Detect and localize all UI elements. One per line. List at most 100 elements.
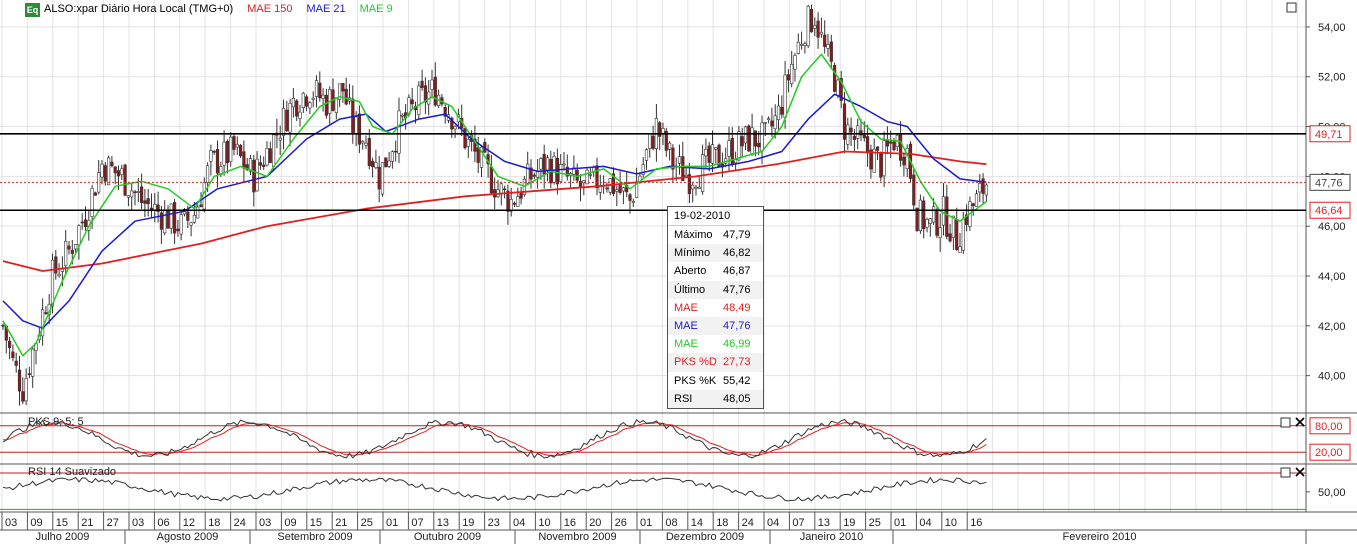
tooltip-label: PKS %D	[674, 356, 717, 369]
candle-body	[641, 164, 645, 175]
x-day-label: 16	[564, 517, 576, 529]
tooltip-row: Máximo 47,79	[668, 226, 763, 244]
candle-body	[931, 206, 936, 223]
candle-body	[50, 259, 55, 307]
candle-body	[912, 174, 916, 206]
candle-body	[245, 164, 249, 171]
tooltip-label: PKS %K	[674, 374, 717, 387]
candle-body	[374, 162, 378, 169]
candle-body	[691, 184, 695, 190]
candle-body	[206, 165, 210, 183]
candle-body	[898, 133, 903, 161]
tooltip-label: Máximo	[674, 229, 713, 242]
candle-body	[301, 92, 305, 108]
stoch-title[interactable]: PKS 9; 5; 5	[28, 416, 84, 428]
candle-body	[839, 78, 843, 101]
candle-body	[222, 141, 226, 166]
candle-body	[856, 125, 860, 139]
candle-body	[585, 169, 589, 185]
candle-body	[262, 164, 266, 167]
candle-body	[202, 182, 206, 210]
x-day-label: 03	[259, 517, 271, 529]
x-month-label: Setembro 2009	[277, 531, 352, 543]
candle-body	[67, 245, 71, 250]
candle-body	[816, 20, 820, 38]
candle-body	[113, 166, 117, 174]
candle-body	[740, 136, 744, 147]
candle-body	[743, 126, 748, 144]
candle-body	[648, 133, 652, 149]
candle-body	[542, 153, 546, 175]
candle-body	[526, 163, 530, 184]
tooltip-row: Mínimo 46,82	[668, 244, 763, 263]
candle-body	[423, 85, 428, 103]
x-day-label: 12	[183, 517, 195, 529]
candle-body	[337, 83, 342, 100]
candle-body	[90, 187, 94, 217]
candle-body	[196, 206, 200, 219]
mae9-label[interactable]: MAE 9	[359, 3, 393, 15]
candle-body	[730, 137, 734, 164]
candle-body	[677, 156, 682, 164]
candle-body	[516, 196, 520, 207]
candle-body	[11, 351, 15, 358]
candle-body	[394, 150, 398, 153]
candle-body	[311, 97, 315, 100]
candle-body	[453, 126, 457, 130]
candle-body	[133, 191, 137, 194]
candle-body	[229, 136, 233, 163]
candle-body	[166, 209, 170, 229]
x-day-label: 19	[843, 517, 855, 529]
candle-body	[819, 31, 823, 35]
candle-body	[823, 34, 827, 47]
candle-body	[173, 202, 177, 234]
last-price-badge-box	[1309, 173, 1351, 191]
candle-body	[813, 25, 817, 29]
x-month-label: Agosto 2009	[157, 531, 219, 543]
candle-body	[671, 147, 675, 170]
candle-body	[803, 43, 807, 47]
candle-body	[268, 148, 272, 163]
candle-body	[796, 41, 800, 54]
eq-badge[interactable]: Eq	[25, 3, 40, 17]
candle-body	[615, 189, 619, 192]
mae21-label[interactable]: MAE 21	[306, 3, 346, 15]
candle-body	[390, 151, 395, 162]
candle-body	[532, 174, 536, 177]
candle-body	[879, 152, 883, 178]
candle-body	[24, 378, 28, 402]
candle-body	[737, 131, 741, 161]
candle-body	[763, 121, 767, 124]
tooltip-date: 19-02-2010	[668, 207, 763, 226]
candle-body	[239, 145, 243, 157]
candle-body	[628, 194, 632, 201]
tooltip-value: 48,49	[723, 301, 751, 314]
candle-body	[806, 5, 810, 47]
candle-body	[700, 154, 705, 192]
candle-body	[255, 158, 259, 192]
candle-body	[192, 214, 197, 223]
candle-body	[31, 348, 35, 377]
candle-body	[397, 110, 401, 154]
candle-body	[189, 222, 193, 226]
x-day-label: 26	[615, 517, 627, 529]
candle-body	[265, 148, 269, 166]
lower-price-badge: 46,64	[1315, 205, 1343, 217]
candle-body	[836, 79, 840, 96]
candle-body	[783, 74, 787, 118]
candle-body	[103, 165, 107, 182]
rsi-title[interactable]: RSI 14 Suavizado	[28, 466, 117, 478]
tooltip-label: MAE	[674, 301, 698, 314]
candle-body	[304, 96, 309, 107]
x-day-label: 04	[767, 517, 779, 529]
symbol-label[interactable]: ALSO:xpar Diário Hora Local (TMG+0)	[44, 3, 234, 15]
candle-body	[14, 360, 18, 366]
candle-body	[140, 186, 144, 204]
candle-body	[169, 203, 173, 229]
close-panel-icon	[1295, 467, 1305, 477]
candle-body	[318, 82, 322, 99]
mae150-label[interactable]: MAE 150	[247, 3, 293, 15]
tooltip-label: MAE	[674, 338, 698, 351]
candle-body	[463, 128, 467, 149]
candle-body	[149, 207, 154, 210]
